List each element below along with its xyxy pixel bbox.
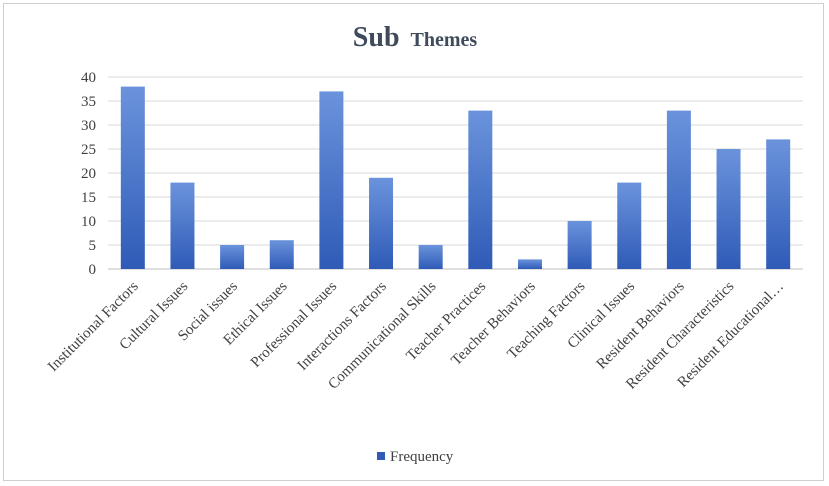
y-tick-label: 0: [89, 262, 97, 278]
bar: [716, 149, 741, 269]
bar: [617, 182, 642, 269]
y-tick-label: 35: [81, 94, 96, 110]
x-tick-label: Institutional Factors: [45, 278, 142, 375]
y-tick-label: 25: [81, 142, 96, 158]
x-tick-label: Interactions Factors: [295, 278, 390, 373]
bar: [269, 240, 294, 269]
bar: [319, 91, 344, 270]
y-tick-label: 40: [81, 70, 96, 86]
legend-swatch: [377, 452, 385, 460]
chart-title-part: Sub: [353, 22, 400, 53]
bar: [666, 110, 691, 269]
y-axis-ticks: 0 5 10 15 20 25 30 35 40: [81, 70, 96, 278]
y-tick-label: 10: [81, 214, 96, 230]
bar: [418, 245, 443, 269]
legend-label: Frequency: [390, 449, 454, 465]
y-tick-label: 20: [81, 166, 96, 182]
x-tick-label: Professional Issues: [248, 278, 340, 370]
x-tick-label: Teacher Behaviors: [448, 278, 538, 368]
bar: [220, 245, 245, 269]
chart-title: Sub Themes: [353, 22, 478, 53]
bar: [120, 86, 145, 269]
x-tick-label: Resident Behaviors: [594, 278, 688, 372]
y-tick-label: 15: [81, 190, 96, 206]
gridlines: [108, 76, 803, 270]
legend: Frequency: [377, 449, 454, 465]
bar: [170, 182, 195, 269]
bar: [517, 259, 542, 269]
bars: [120, 86, 791, 270]
chart-title-part: Themes: [411, 29, 478, 51]
bar: [766, 139, 791, 269]
bar: [369, 177, 394, 269]
bar: [567, 221, 592, 269]
y-tick-label: 5: [89, 238, 97, 254]
bar: [468, 110, 493, 269]
y-tick-label: 30: [81, 118, 96, 134]
